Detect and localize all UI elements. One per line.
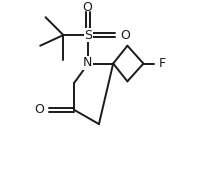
Text: F: F	[158, 57, 165, 70]
Text: O: O	[119, 29, 129, 42]
Text: O: O	[82, 1, 92, 14]
Text: N: N	[82, 56, 92, 69]
Text: S: S	[84, 29, 92, 42]
Text: O: O	[34, 103, 44, 116]
